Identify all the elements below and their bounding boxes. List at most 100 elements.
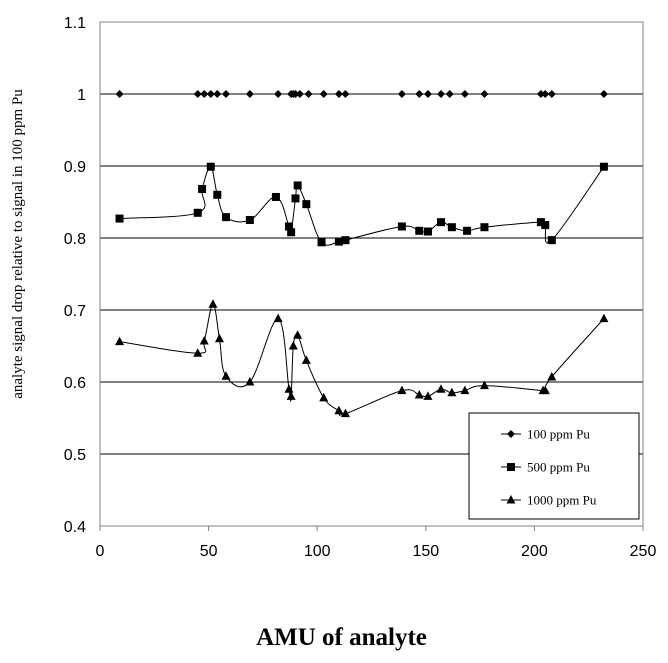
- data-point: [547, 90, 556, 98]
- y-tick-label: 0.4: [64, 519, 86, 536]
- data-point: [536, 90, 545, 98]
- data-point: [319, 392, 329, 402]
- data-point: [221, 90, 230, 98]
- data-point: [415, 90, 424, 98]
- data-point: [284, 384, 294, 393]
- data-point: [599, 90, 608, 98]
- data-point: [540, 385, 550, 395]
- data-point: [245, 90, 254, 98]
- data-point: [208, 299, 218, 308]
- data-point: [397, 222, 406, 231]
- data-point: [341, 236, 350, 245]
- data-point: [221, 213, 230, 222]
- data-point: [340, 408, 350, 418]
- y-tick-label: 0.9: [64, 159, 86, 176]
- data-point: [115, 214, 124, 223]
- data-point: [463, 226, 472, 235]
- data-point: [423, 391, 433, 400]
- y-tick-label: 1: [77, 87, 86, 104]
- x-axis-label: AMU of analyte: [256, 624, 427, 651]
- data-point: [206, 162, 215, 171]
- data-point: [334, 90, 343, 98]
- data-point: [437, 218, 446, 227]
- data-point: [295, 90, 304, 98]
- data-point: [319, 90, 328, 98]
- x-tick-label: 100: [304, 543, 331, 560]
- data-point: [445, 90, 454, 98]
- series-line: [119, 166, 605, 246]
- data-point: [536, 218, 545, 227]
- data-point: [479, 380, 489, 390]
- data-point: [414, 389, 424, 399]
- series-square: [115, 162, 608, 247]
- x-tick-label: 150: [412, 543, 439, 560]
- data-point: [304, 90, 313, 98]
- data-point: [341, 90, 350, 98]
- x-tick-label: 250: [630, 543, 657, 560]
- data-point: [302, 200, 311, 209]
- data-point: [415, 226, 424, 235]
- data-point: [293, 181, 302, 190]
- legend-item: 500 ppm Pu: [501, 460, 590, 475]
- data-point: [274, 90, 283, 98]
- series-diamond: [115, 90, 608, 98]
- legend-marker: [507, 463, 515, 471]
- data-point: [245, 377, 255, 386]
- data-point: [547, 371, 557, 381]
- data-point: [436, 384, 446, 393]
- plot-frame: [99, 21, 644, 527]
- grid-lines: [100, 93, 643, 455]
- data-point: [397, 385, 407, 395]
- legend-marker: [506, 495, 516, 504]
- data-point: [271, 192, 280, 201]
- y-tick-labels: 0.4 0.5 0.6 0.7 0.8 0.9 1 1.1: [64, 15, 86, 536]
- data-point: [198, 185, 207, 194]
- data-point: [599, 162, 608, 171]
- legend-label: 1000 ppm Pu: [527, 493, 597, 508]
- data-point: [423, 90, 432, 98]
- legend-label: 100 ppm Pu: [527, 427, 590, 442]
- data-point: [286, 391, 296, 400]
- data-point: [447, 223, 456, 232]
- y-tick-label: 0.7: [64, 303, 86, 320]
- data-point: [423, 227, 432, 236]
- x-tick-labels: 0 50 100 150 200 250: [96, 526, 657, 560]
- data-point: [397, 90, 406, 98]
- data-point: [301, 355, 311, 364]
- data-point: [199, 335, 209, 345]
- data-point: [334, 405, 344, 415]
- data-point: [115, 336, 125, 346]
- y-axis-label: analyte signal drop relative to signal i…: [10, 89, 26, 399]
- data-point: [541, 90, 550, 98]
- legend-item: 1000 ppm Pu: [501, 493, 597, 508]
- data-point: [214, 333, 224, 343]
- x-tick-label: 0: [96, 543, 105, 560]
- data-point: [288, 341, 298, 350]
- data-point: [284, 222, 293, 231]
- legend-marker: [507, 430, 515, 438]
- data-point: [193, 90, 202, 98]
- data-point: [115, 90, 124, 98]
- data-point: [193, 348, 203, 357]
- data-point: [213, 190, 222, 199]
- data-point: [437, 90, 446, 98]
- legend-box: [468, 412, 640, 520]
- data-point: [287, 228, 296, 237]
- data-point: [460, 90, 469, 98]
- data-point: [599, 313, 609, 323]
- legend-item: 100 ppm Pu: [501, 427, 590, 442]
- y-tick-label: 0.5: [64, 447, 86, 464]
- data-point: [245, 216, 254, 224]
- data-point: [200, 90, 209, 98]
- data-point: [480, 90, 489, 98]
- data-point: [317, 238, 326, 247]
- data-point: [460, 385, 470, 395]
- data-point: [221, 371, 231, 380]
- series-layer: [115, 90, 609, 418]
- y-tick-label: 0.8: [64, 231, 86, 248]
- data-point: [206, 90, 215, 98]
- data-point: [293, 330, 303, 339]
- legend: 100 ppm Pu 500 ppm Pu 1000 ppm Pu: [468, 412, 640, 520]
- data-point: [193, 208, 202, 217]
- series-triangle: [115, 299, 609, 418]
